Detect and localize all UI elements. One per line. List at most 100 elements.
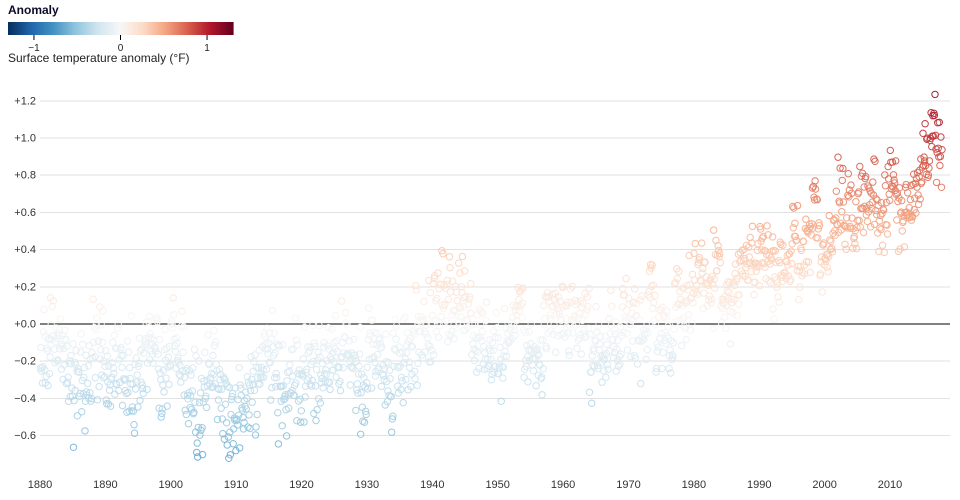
data-point [145,312,153,320]
data-point [601,351,609,359]
data-point [37,367,46,375]
data-point [614,362,623,370]
data-point [98,338,107,347]
data-point [163,402,171,410]
data-point [796,283,804,291]
data-point [72,346,80,355]
legend-gradient-segment [28,22,32,35]
data-point [793,201,802,210]
data-point [657,329,666,338]
data-point [247,353,255,361]
legend-gradient-segment [71,22,75,35]
data-point [104,400,113,408]
data-point [693,290,702,298]
data-point [571,296,579,304]
x-tick-label: 1940 [420,479,444,491]
data-point [50,345,59,353]
data-point [932,178,941,187]
data-point [49,297,57,305]
data-point [351,354,359,362]
data-point [182,410,191,419]
data-point [615,352,624,360]
data-point [685,251,693,260]
data-point [282,432,291,440]
data-point [518,314,526,322]
data-point [543,289,552,297]
data-point [316,353,324,361]
data-point [429,279,437,288]
data-point [828,245,836,253]
data-point [64,397,73,405]
data-point [177,378,185,386]
data-point [494,334,502,342]
data-point [629,298,638,306]
data-point [687,294,696,302]
data-point [596,340,604,348]
x-tick-label: 1960 [551,479,575,491]
data-point [153,317,162,326]
legend-gradient-segment [210,22,213,35]
data-point [96,355,104,363]
data-point [290,391,298,400]
data-point [433,294,441,303]
legend-gradient-segment [47,22,50,35]
data-point [784,261,792,269]
data-point [841,222,850,231]
data-point [673,274,681,283]
data-point [124,388,132,397]
data-point [128,403,137,411]
data-point [436,322,444,330]
data-point [747,268,755,276]
legend-gradient-segment [223,22,227,35]
data-point [70,396,78,405]
legend-gradient-segment [92,22,95,35]
data-point [186,404,194,412]
data-point [635,316,644,324]
data-point [159,381,167,389]
data-point [626,320,635,328]
data-point [737,256,745,265]
data-point [888,158,897,166]
data-point [365,304,373,312]
data-point [808,220,816,228]
legend-gradient-segment [221,22,225,35]
data-point [237,384,245,392]
data-point [937,133,945,141]
data-point [251,431,260,439]
data-point [784,272,793,280]
data-point [759,232,767,241]
data-point [261,332,269,341]
data-point [278,422,286,430]
data-point [510,322,518,330]
data-point [442,284,450,292]
legend-gradient-segment [188,22,191,35]
data-point [893,216,901,224]
data-point [134,362,143,370]
data-point [878,241,887,249]
legend-gradient-segment [201,22,204,35]
data-point [115,356,124,364]
data-point [536,336,545,344]
legend-gradient-segment [227,22,230,35]
data-point [511,331,519,340]
legend-gradient-segment [178,22,182,35]
data-point [139,389,148,398]
data-point [325,378,334,386]
data-point [446,288,455,296]
data-point [48,302,56,311]
legend-gradient-segment [109,22,112,35]
data-point [406,334,414,343]
data-point [378,343,386,351]
x-tick-label: 1910 [224,479,248,491]
data-point [875,217,884,225]
data-point [832,187,840,195]
data-point [577,350,585,358]
x-tick-label: 2000 [812,479,836,491]
data-point [421,348,429,356]
data-point [613,345,621,353]
data-point [497,397,505,405]
data-point [58,342,66,350]
data-point [568,282,576,291]
legend-gradient-segment [135,22,138,35]
data-point [268,383,276,392]
